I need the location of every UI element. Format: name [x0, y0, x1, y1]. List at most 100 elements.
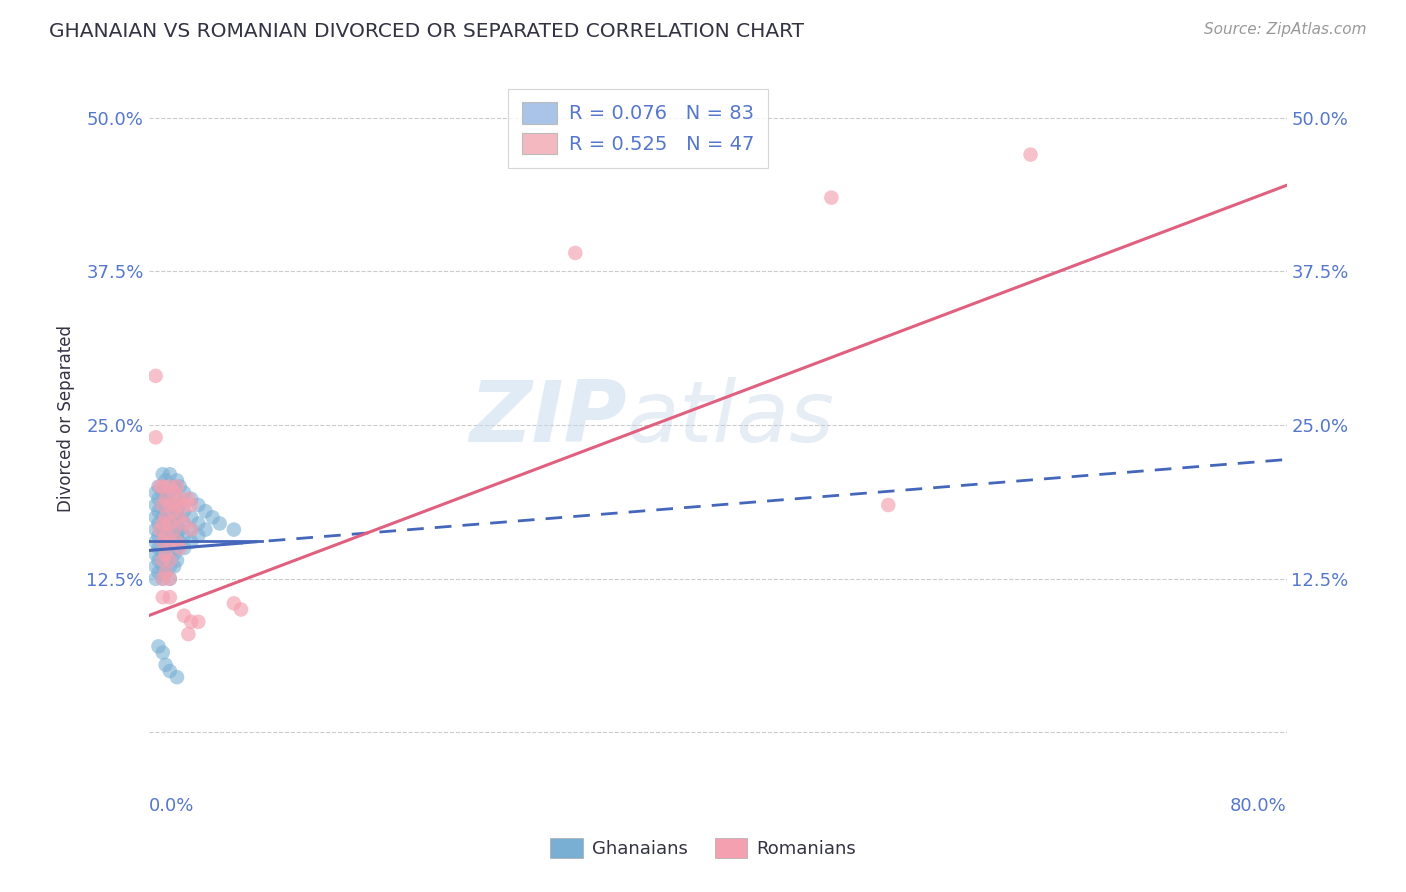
Point — [187, 516, 209, 531]
Point — [145, 572, 167, 586]
Point — [148, 553, 170, 567]
Point — [145, 523, 167, 537]
Point — [159, 498, 181, 512]
Legend: Ghanaians, Romanians: Ghanaians, Romanians — [543, 830, 863, 865]
Point — [222, 596, 245, 610]
Point — [155, 491, 177, 506]
Point — [166, 670, 188, 684]
Point — [159, 534, 181, 549]
Point — [159, 664, 181, 678]
Point — [155, 529, 177, 543]
Point — [173, 498, 195, 512]
Point — [152, 547, 174, 561]
Y-axis label: Divorced or Separated: Divorced or Separated — [58, 326, 75, 512]
Text: 0.0%: 0.0% — [149, 797, 194, 815]
Point — [152, 534, 174, 549]
Point — [152, 572, 174, 586]
Point — [152, 516, 174, 531]
Point — [159, 498, 181, 512]
Point — [180, 498, 202, 512]
Point — [166, 534, 188, 549]
Point — [148, 491, 170, 506]
Point — [148, 479, 170, 493]
Point — [152, 467, 174, 482]
Point — [163, 485, 186, 500]
Legend: R = 0.076   N = 83, R = 0.525   N = 47: R = 0.076 N = 83, R = 0.525 N = 47 — [508, 89, 768, 168]
Point — [187, 498, 209, 512]
Point — [194, 504, 217, 518]
Point — [152, 523, 174, 537]
Point — [152, 534, 174, 549]
Text: ZIP: ZIP — [468, 377, 627, 460]
Point — [166, 479, 188, 493]
Point — [145, 368, 167, 383]
Point — [152, 485, 174, 500]
Point — [155, 566, 177, 580]
Point — [159, 516, 181, 531]
Point — [163, 510, 186, 524]
Point — [166, 541, 188, 555]
Point — [152, 479, 174, 493]
Point — [169, 498, 191, 512]
Point — [155, 491, 177, 506]
Point — [159, 479, 181, 493]
Point — [145, 510, 167, 524]
Point — [1019, 147, 1042, 161]
Point — [152, 646, 174, 660]
Point — [169, 541, 191, 555]
Point — [177, 491, 200, 506]
Point — [149, 523, 172, 537]
Point — [166, 516, 188, 531]
Text: GHANAIAN VS ROMANIAN DIVORCED OR SEPARATED CORRELATION CHART: GHANAIAN VS ROMANIAN DIVORCED OR SEPARAT… — [49, 22, 804, 41]
Point — [820, 191, 842, 205]
Text: Source: ZipAtlas.com: Source: ZipAtlas.com — [1204, 22, 1367, 37]
Point — [166, 529, 188, 543]
Point — [152, 498, 174, 512]
Point — [169, 510, 191, 524]
Point — [163, 559, 186, 574]
Point — [169, 534, 191, 549]
Point — [159, 559, 181, 574]
Text: 80.0%: 80.0% — [1230, 797, 1286, 815]
Point — [159, 572, 181, 586]
Point — [180, 523, 202, 537]
Point — [163, 479, 186, 493]
Point — [564, 246, 586, 260]
Point — [169, 523, 191, 537]
Point — [229, 602, 252, 616]
Point — [155, 510, 177, 524]
Point — [163, 523, 186, 537]
Point — [145, 485, 167, 500]
Point — [155, 657, 177, 672]
Point — [155, 547, 177, 561]
Point — [166, 474, 188, 488]
Point — [152, 559, 174, 574]
Point — [152, 591, 174, 605]
Point — [180, 510, 202, 524]
Point — [187, 615, 209, 629]
Point — [155, 529, 177, 543]
Point — [180, 523, 202, 537]
Point — [180, 534, 202, 549]
Point — [173, 485, 195, 500]
Point — [155, 516, 177, 531]
Point — [194, 523, 217, 537]
Point — [163, 523, 186, 537]
Point — [877, 498, 900, 512]
Point — [169, 510, 191, 524]
Point — [159, 467, 181, 482]
Point — [177, 627, 200, 641]
Point — [155, 566, 177, 580]
Point — [201, 510, 224, 524]
Point — [145, 534, 167, 549]
Point — [208, 516, 231, 531]
Point — [159, 534, 181, 549]
Point — [145, 559, 167, 574]
Point — [163, 504, 186, 518]
Point — [173, 608, 195, 623]
Point — [222, 523, 245, 537]
Point — [155, 504, 177, 518]
Point — [148, 566, 170, 580]
Point — [152, 572, 174, 586]
Point — [149, 479, 172, 493]
